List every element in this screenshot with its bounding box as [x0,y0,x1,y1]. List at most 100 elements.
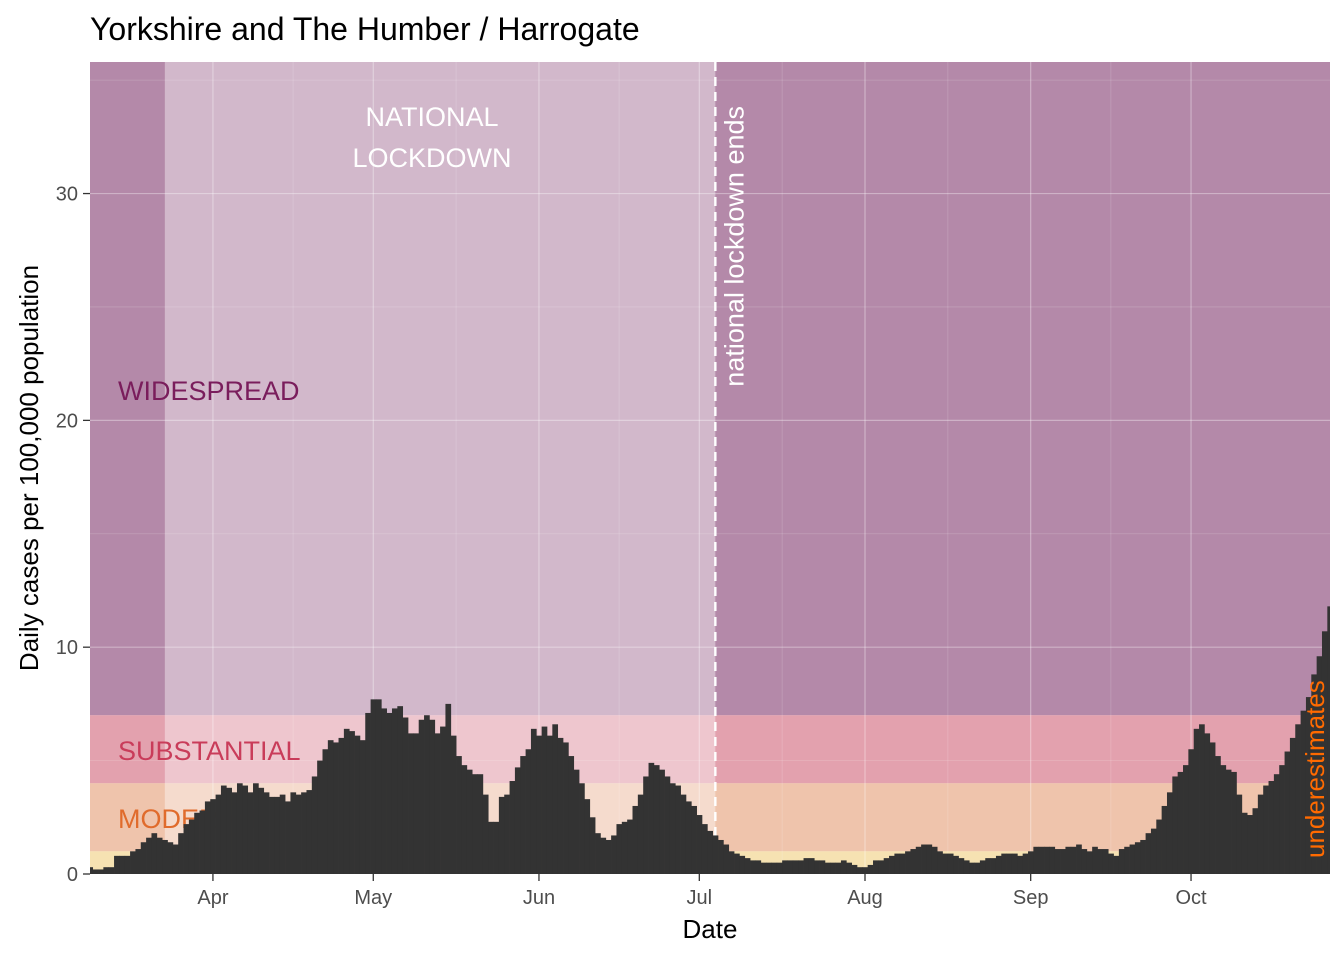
bar [605,839,612,874]
bar [231,792,238,874]
bar [546,735,553,874]
bar [1209,742,1216,874]
bar [130,851,136,874]
bar [1327,606,1330,874]
bar [541,726,548,874]
bar [691,805,697,874]
bar [766,862,772,874]
bar [1321,631,1328,874]
daily-case-bars [90,575,1339,874]
bar [1220,765,1227,874]
bar [739,855,746,874]
lockdown-text: NATIONAL LOCKDOWN national lockdown ends [352,102,749,387]
bar [236,783,243,874]
bar [482,794,489,874]
bar [301,792,307,874]
bar [408,733,414,874]
bar [472,774,478,874]
bar [1193,728,1200,874]
bar [1022,853,1029,874]
bar [343,728,350,874]
bar [915,846,922,874]
bar [1038,846,1045,874]
bar [1140,839,1146,874]
bar [1252,808,1259,874]
bar [905,851,911,874]
bar [172,844,179,874]
bar [274,796,281,874]
bar [589,817,596,874]
bar [648,762,655,874]
bar [279,794,286,874]
bar [1097,849,1104,874]
bar [867,864,874,874]
bar [306,790,313,874]
bar [151,833,158,874]
bar [1183,765,1189,874]
bar [488,821,494,874]
bar [375,699,382,874]
bar [509,781,516,874]
bar [894,853,901,874]
bar [92,869,99,874]
bar [1172,776,1179,874]
bar [1033,846,1040,874]
bar [124,855,131,874]
bar [525,749,532,874]
lockdown-end-label: national lockdown ends [719,106,749,387]
bar [1311,674,1317,874]
x-tick-label: Sep [1013,887,1049,909]
bar [712,835,719,874]
bar [114,855,120,874]
bar [1017,855,1024,874]
bar [937,851,943,874]
bar [1134,842,1141,874]
bar [1006,853,1013,874]
bar [253,783,259,874]
x-axis-title: Date [683,914,738,944]
bar [1199,724,1205,874]
y-tick-label: 30 [56,184,78,206]
bar [856,867,863,874]
bar [840,860,847,874]
bar [675,785,681,874]
bar [258,787,265,874]
bar [1081,849,1088,874]
bar [632,805,639,874]
bar [226,787,232,874]
bar [963,860,970,874]
bar [210,799,216,874]
bar [269,796,275,874]
bar [1076,844,1082,874]
bar [338,737,345,874]
bar [942,853,949,874]
bar [1247,815,1253,874]
y-axis: 0 10 20 30 [56,184,90,886]
bar [220,785,227,874]
bar [1049,846,1056,874]
bar [1204,733,1211,874]
bar [1231,771,1237,874]
bar [1279,765,1285,874]
band-label-widespread: WIDESPREAD [118,376,300,406]
bar [1273,774,1280,874]
bar [397,706,404,874]
bar [327,740,334,874]
bar [878,860,885,874]
x-tick-label: Jun [523,887,555,909]
bar [215,794,222,874]
y-tick-label: 10 [56,637,78,659]
bar [1295,724,1301,874]
bar [899,853,906,874]
bar [798,860,804,874]
bar [199,810,206,874]
bar [504,794,510,874]
grid-lines [90,62,1330,874]
bar [728,851,735,874]
bar [563,742,569,874]
bar [1263,785,1269,874]
bar [1333,575,1339,874]
x-tick-label: Apr [197,887,228,909]
bar [835,862,842,874]
